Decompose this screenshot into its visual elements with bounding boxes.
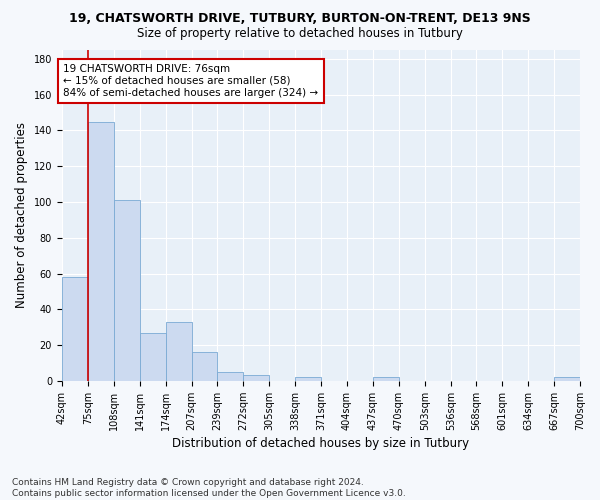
Bar xyxy=(62,277,88,381)
Text: 19, CHATSWORTH DRIVE, TUTBURY, BURTON-ON-TRENT, DE13 9NS: 19, CHATSWORTH DRIVE, TUTBURY, BURTON-ON… xyxy=(69,12,531,26)
Bar xyxy=(554,378,580,381)
Y-axis label: Number of detached properties: Number of detached properties xyxy=(15,122,28,308)
Bar xyxy=(140,332,166,381)
Bar xyxy=(373,378,399,381)
Text: Size of property relative to detached houses in Tutbury: Size of property relative to detached ho… xyxy=(137,28,463,40)
Bar xyxy=(166,322,192,381)
Bar xyxy=(88,122,114,381)
Bar xyxy=(295,378,321,381)
Text: Contains HM Land Registry data © Crown copyright and database right 2024.
Contai: Contains HM Land Registry data © Crown c… xyxy=(12,478,406,498)
Bar xyxy=(114,200,140,381)
Bar xyxy=(243,376,269,381)
X-axis label: Distribution of detached houses by size in Tutbury: Distribution of detached houses by size … xyxy=(172,437,469,450)
Text: 19 CHATSWORTH DRIVE: 76sqm
← 15% of detached houses are smaller (58)
84% of semi: 19 CHATSWORTH DRIVE: 76sqm ← 15% of deta… xyxy=(64,64,319,98)
Bar xyxy=(217,372,243,381)
Bar xyxy=(192,352,217,381)
